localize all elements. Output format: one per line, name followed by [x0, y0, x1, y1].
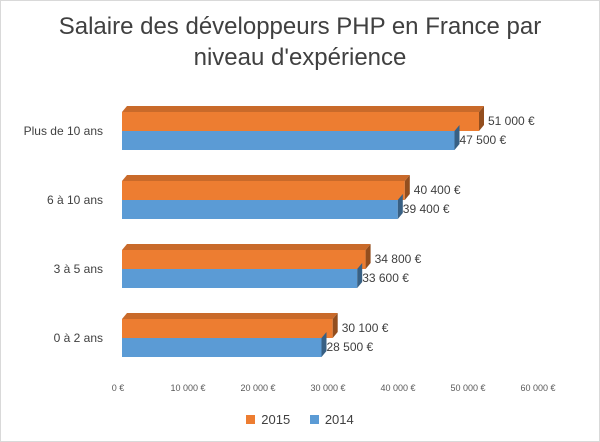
data-label-2015-3-à-5-ans: 34 800 €: [375, 252, 422, 266]
bar-top-2015-6-à-10-ans: [122, 175, 410, 181]
bar-top-2015-plus-de-10-ans: [122, 106, 484, 112]
bar-2014-6-à-10-ans: [122, 200, 398, 219]
x-tick-label: 40 000 €: [380, 383, 415, 393]
bar-2015-3-à-5-ans: [122, 250, 366, 269]
data-label-2015-0-à-2-ans: 30 100 €: [342, 321, 389, 335]
category-label-plus-de-10-ans: Plus de 10 ans: [24, 124, 103, 138]
bar-2015-plus-de-10-ans: [122, 112, 479, 131]
legend-item-2015: 2015: [246, 412, 290, 427]
bar-side-2015-0-à-2-ans: [332, 313, 338, 338]
bar-side-2014-3-à-5-ans: [357, 263, 363, 288]
bar-2015-6-à-10-ans: [122, 181, 405, 200]
bar-side-2014-0-à-2-ans: [321, 332, 327, 357]
x-tick-label: 10 000 €: [170, 383, 205, 393]
data-label-2014-plus-de-10-ans: 47 500 €: [460, 133, 507, 147]
bar-2014-0-à-2-ans: [122, 338, 322, 357]
category-label-3-à-5-ans: 3 à 5 ans: [54, 262, 103, 276]
bar-top-2015-3-à-5-ans: [122, 244, 371, 250]
category-label-0-à-2-ans: 0 à 2 ans: [54, 331, 103, 345]
bar-side-2014-6-à-10-ans: [397, 194, 403, 219]
legend-swatch-2015: [246, 415, 256, 424]
chart-title-line-1: Salaire des développeurs PHP en France p…: [58, 13, 542, 40]
x-tick-label: 30 000 €: [310, 383, 345, 393]
data-label-2014-6-à-10-ans: 39 400 €: [403, 202, 450, 216]
data-label-2015-6-à-10-ans: 40 400 €: [414, 183, 461, 197]
bar-top-2015-0-à-2-ans: [122, 313, 338, 319]
data-label-2015-plus-de-10-ans: 51 000 €: [488, 114, 535, 128]
bar-side-2015-3-à-5-ans: [365, 244, 371, 269]
bar-side-2015-6-à-10-ans: [404, 175, 410, 200]
bar-2014-3-à-5-ans: [122, 269, 358, 288]
legend-swatch-2014: [309, 415, 319, 424]
bar-side-2014-plus-de-10-ans: [454, 125, 460, 150]
category-label-6-à-10-ans: 6 à 10 ans: [47, 193, 103, 207]
chart-legend: 2015 2014: [0, 412, 600, 427]
data-label-2014-0-à-2-ans: 28 500 €: [327, 340, 374, 354]
legend-label-2014: 2014: [324, 412, 354, 427]
bar-side-2015-plus-de-10-ans: [479, 106, 484, 131]
legend-label-2015: 2015: [261, 412, 291, 427]
chart-title-line-2: niveau d'expérience: [193, 44, 407, 71]
bar-2015-0-à-2-ans: [122, 319, 333, 338]
x-tick-label: 20 000 €: [240, 383, 275, 393]
x-tick-label: 60 000 €: [520, 383, 555, 393]
x-tick-label: 0 €: [112, 383, 125, 393]
x-tick-label: 50 000 €: [450, 383, 485, 393]
bar-2014-plus-de-10-ans: [122, 131, 455, 150]
data-label-2014-3-à-5-ans: 33 600 €: [362, 271, 409, 285]
legend-item-2014: 2014: [309, 412, 354, 427]
